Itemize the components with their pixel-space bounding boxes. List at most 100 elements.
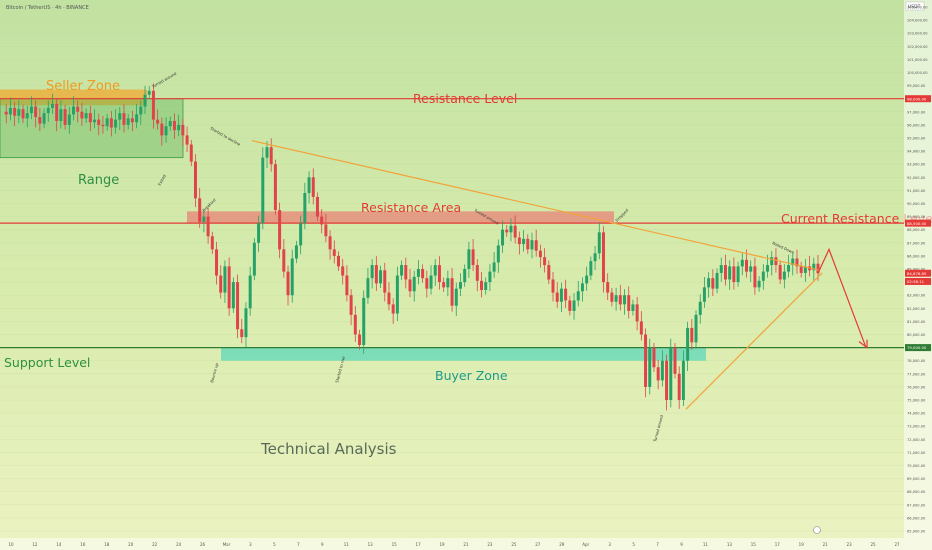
candle-body: [25, 113, 29, 119]
candle-body: [707, 278, 711, 288]
technical-analysis-label: Technical Analysis: [260, 440, 397, 458]
time-tick-label: 15: [392, 542, 398, 547]
candle-body: [639, 321, 643, 335]
candle-body: [387, 292, 391, 305]
candle-body: [248, 275, 252, 309]
candle-body: [787, 265, 791, 272]
candle-body: [530, 240, 534, 250]
time-tick-label: 21: [823, 542, 829, 547]
candles: [4, 83, 820, 411]
candle-body: [816, 263, 820, 274]
candle-body: [227, 266, 231, 309]
candle-body: [379, 270, 383, 284]
candle-body: [522, 238, 526, 245]
currency-unit-badge[interactable]: [905, 1, 925, 11]
candle-body: [589, 261, 593, 276]
time-tick-label: 13: [368, 542, 374, 547]
candle-body: [395, 275, 399, 314]
candle-body: [677, 373, 681, 400]
candle-body: [648, 347, 652, 387]
time-tick-label: 12: [32, 542, 38, 547]
candle-body: [631, 304, 635, 311]
time-tick-label: 26: [200, 542, 206, 547]
price-tag-text: 88,500.00: [907, 221, 927, 226]
candle-body: [627, 295, 631, 311]
candle-body: [358, 334, 362, 345]
candle-body: [568, 300, 572, 311]
candle-body: [715, 272, 719, 289]
time-tick-label: 15: [751, 542, 757, 547]
candle-body: [114, 119, 118, 128]
price-tick-label: 100,000.00: [907, 71, 928, 75]
candle-body: [391, 304, 395, 314]
price-tick-label: 69,000.00: [907, 477, 926, 481]
price-tick-label: 88,000.00: [907, 228, 926, 232]
candle-body: [719, 265, 723, 273]
time-tick-label: 23: [487, 542, 493, 547]
price-axis-ticks: 105,000.00 104,000.00 103,000.00 102,000.00…: [907, 6, 928, 534]
candle-body: [610, 292, 614, 302]
time-tick-label: 23: [847, 542, 853, 547]
candle-body: [757, 280, 761, 288]
candle-body: [160, 123, 164, 136]
candle-body: [261, 157, 265, 224]
candle-body: [198, 198, 202, 222]
candle-body: [526, 238, 530, 250]
candle-body: [660, 360, 664, 381]
candle-body: [223, 266, 227, 293]
price-tick-label: 93,000.00: [907, 163, 926, 167]
candle-body: [122, 113, 126, 125]
candle-body: [147, 90, 151, 95]
price-tick-label: 99,000.00: [907, 84, 926, 88]
candle-body: [782, 271, 786, 280]
candle-body: [425, 278, 429, 289]
projection-arrow-head: [858, 339, 868, 349]
time-tick-label: 27: [535, 542, 541, 547]
price-tag-box: [905, 269, 931, 277]
candle-body: [593, 253, 597, 262]
candle-body: [564, 288, 568, 301]
candle-body: [193, 161, 197, 199]
price-tick-label: 92,000.00: [907, 176, 926, 180]
time-tick-label: 10: [8, 542, 14, 547]
candle-body: [698, 301, 702, 315]
candle-body: [345, 275, 349, 296]
candle-body: [740, 259, 744, 267]
time-tick-label: 21: [463, 542, 469, 547]
price-tick-label: 76,000.00: [907, 385, 926, 389]
candle-body: [446, 278, 450, 288]
price-tick-label: 80,000.00: [907, 333, 926, 337]
candle-body: [84, 113, 88, 119]
candle-body: [290, 258, 294, 296]
price-tick-label: 75,000.00: [907, 399, 926, 403]
candle-body: [311, 177, 315, 197]
candle-body: [551, 279, 555, 293]
candle-body: [278, 210, 282, 250]
candle-body: [791, 258, 795, 266]
time-tick-label: 5: [632, 542, 635, 547]
settings-icon[interactable]: [813, 526, 821, 534]
time-tick-label: Apr: [582, 542, 589, 547]
price-tick-label: 89,000.00: [907, 215, 926, 219]
candle-body: [509, 225, 513, 233]
time-tick-label: 25: [871, 542, 877, 547]
candle-body: [404, 265, 408, 280]
time-axis-panel[interactable]: [0, 538, 904, 550]
price-tick-label: 90,000.00: [907, 202, 926, 206]
candle-body: [416, 269, 420, 277]
candle-body: [370, 265, 374, 279]
candle-body: [294, 245, 298, 259]
candle-body: [803, 266, 807, 273]
candle-body: [606, 282, 610, 293]
price-tick-label: 85,000.00: [907, 268, 926, 272]
price-tags: 98,000.00 88,500.00 84,676.85 02:58:11 79,00…: [905, 95, 931, 352]
price-tick-label: 103,000.00: [907, 32, 928, 36]
price-tick-label: 65,000.00: [907, 530, 926, 534]
time-tick-label: 13: [727, 542, 733, 547]
price-tick-label: 78,000.00: [907, 359, 926, 363]
candle-body: [471, 249, 475, 266]
candle-body: [353, 314, 357, 335]
price-tick-label: 73,000.00: [907, 425, 926, 429]
price-tick-label: 67,000.00: [907, 503, 926, 507]
